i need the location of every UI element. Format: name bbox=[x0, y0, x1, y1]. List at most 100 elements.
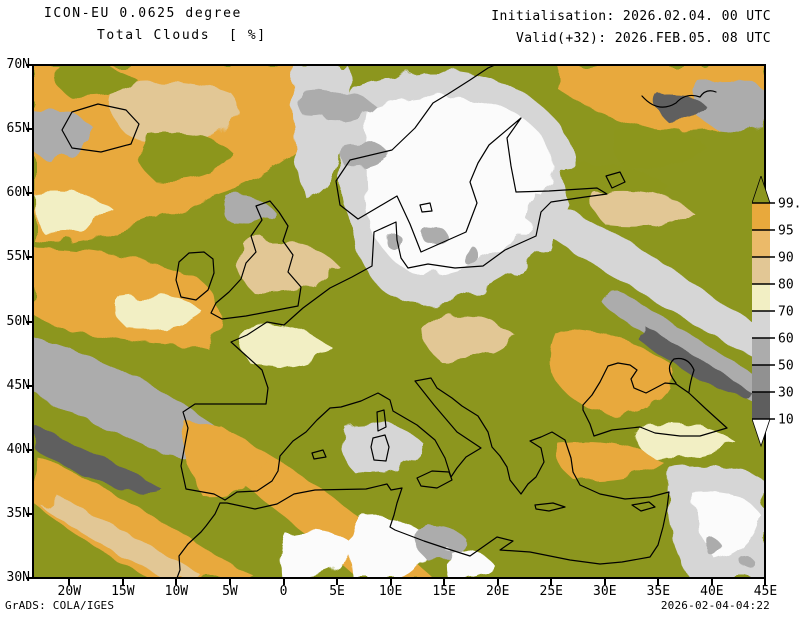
x-axis-label: 45E bbox=[753, 584, 778, 599]
coastline-sardinia bbox=[370, 434, 390, 462]
y-axis-tick bbox=[26, 64, 33, 66]
cloud-cover-colorbar: 99.5 95 90 80 70 60 50 30 10 bbox=[751, 174, 800, 454]
cloud-region bbox=[555, 441, 662, 480]
x-axis-tick bbox=[282, 578, 285, 585]
colorbar-top-triangle bbox=[751, 174, 771, 204]
x-axis-tick bbox=[657, 578, 660, 585]
y-axis-label: 30N bbox=[6, 570, 30, 585]
cloud-region bbox=[549, 329, 674, 416]
cloud-region bbox=[656, 94, 707, 121]
x-axis-tick bbox=[68, 578, 71, 585]
x-axis-label: 30E bbox=[593, 584, 617, 599]
colorbar-tick-label: 70 bbox=[778, 305, 794, 320]
cloud-region bbox=[43, 496, 202, 578]
variable-title: Total Clouds [ %] bbox=[97, 28, 267, 43]
x-axis-label: 0 bbox=[279, 584, 288, 599]
cloud-region bbox=[636, 423, 734, 457]
coastline-corsica bbox=[376, 409, 387, 432]
cloud-region bbox=[340, 141, 390, 168]
cloud-region bbox=[55, 65, 138, 98]
y-axis-label: 55N bbox=[6, 249, 30, 265]
y-axis-tick bbox=[26, 577, 33, 579]
y-axis-tick bbox=[26, 320, 33, 323]
cloud-region bbox=[350, 515, 430, 578]
x-axis-tick bbox=[710, 578, 713, 585]
cloud-region bbox=[526, 196, 765, 363]
cloud-region bbox=[184, 423, 266, 497]
x-axis-tick bbox=[550, 578, 553, 585]
cloud-region bbox=[693, 78, 765, 133]
x-axis-label: 15E bbox=[432, 584, 456, 599]
x-axis-label: 15W bbox=[111, 584, 135, 599]
y-axis-label: 65N bbox=[6, 121, 30, 137]
colorbar-tick-label: 95 bbox=[778, 224, 794, 239]
x-axis-tick bbox=[603, 578, 606, 585]
x-axis-tick bbox=[764, 578, 767, 585]
cloud-region bbox=[115, 295, 202, 329]
coastline-atlantic-baltic-scandinavia bbox=[180, 65, 608, 501]
x-axis-label: 20E bbox=[485, 584, 510, 599]
initialisation-text: Initialisation: 2026.02.04. 00 UTC bbox=[491, 9, 771, 24]
coastline-ireland bbox=[175, 251, 215, 301]
y-axis-label: 45N bbox=[6, 377, 30, 393]
x-axis-label: 10W bbox=[164, 584, 189, 599]
cloud-region bbox=[240, 326, 332, 368]
colorbar-tick-label: 90 bbox=[778, 251, 794, 266]
y-axis-tick bbox=[26, 384, 33, 387]
y-axis-tick bbox=[26, 448, 33, 451]
x-axis-label: 25E bbox=[539, 584, 563, 599]
y-axis-label: 40N bbox=[6, 441, 30, 457]
colorbar-tick-label: 60 bbox=[778, 332, 794, 347]
coastline-lake-ladoga bbox=[605, 171, 626, 189]
y-axis-tick bbox=[26, 192, 33, 195]
cloud-region bbox=[462, 247, 480, 265]
coastline-great-britain bbox=[210, 200, 302, 320]
x-axis-tick bbox=[121, 578, 124, 585]
cloud-region bbox=[109, 80, 240, 144]
coastline-cyprus bbox=[631, 501, 656, 512]
colorbar-segment bbox=[752, 365, 770, 392]
cloud-region bbox=[364, 96, 554, 277]
cloud-region bbox=[33, 428, 162, 493]
coastline-crete bbox=[534, 502, 566, 512]
cloud-region bbox=[638, 329, 752, 397]
y-axis-tick bbox=[26, 128, 33, 131]
x-axis-label: 5W bbox=[222, 584, 238, 599]
colorbar-svg: 99.5 95 90 80 70 60 50 30 10 bbox=[751, 174, 800, 448]
cloud-region bbox=[139, 132, 234, 181]
cloud-region bbox=[33, 453, 256, 578]
coastline-azov-sea bbox=[668, 357, 695, 393]
colorbar-tick-label: 99.5 bbox=[778, 197, 800, 212]
y-axis-label: 50N bbox=[6, 313, 30, 329]
coastline-iceland bbox=[61, 103, 140, 153]
x-axis-tick bbox=[175, 578, 178, 585]
cloud-region bbox=[223, 194, 274, 225]
coastline-mallorca bbox=[311, 449, 327, 460]
cloud-region bbox=[386, 233, 402, 249]
colorbar-tick-label: 50 bbox=[778, 359, 794, 374]
model-title: ICON-EU 0.0625 degree bbox=[44, 6, 242, 21]
x-axis-tick bbox=[228, 578, 231, 585]
cloud-region bbox=[237, 240, 337, 294]
valid-time-text: Valid(+32): 2026.FEB.05. 08 UTC bbox=[515, 31, 771, 46]
colorbar-segment bbox=[752, 257, 770, 284]
coastline-lake-vanern bbox=[419, 202, 433, 213]
x-axis-label: 20W bbox=[57, 584, 82, 599]
cloud-region bbox=[611, 125, 707, 170]
y-axis-label: 35N bbox=[6, 505, 30, 521]
colorbar-segment bbox=[752, 284, 770, 311]
x-axis-label: 40E bbox=[700, 584, 724, 599]
colorbar-segment bbox=[752, 230, 770, 257]
cloud-region bbox=[740, 555, 752, 567]
colorbar-segment bbox=[752, 392, 770, 419]
colorbar-tick-label: 10 bbox=[778, 413, 794, 428]
cloud-region bbox=[280, 530, 357, 578]
colorbar-tick-label: 80 bbox=[778, 278, 794, 293]
x-axis-label: 5E bbox=[329, 584, 345, 599]
grads-credit: GrADS: COLA/IGES bbox=[5, 599, 115, 612]
cloud-region bbox=[414, 524, 468, 559]
x-axis-tick bbox=[336, 578, 339, 585]
y-axis-tick bbox=[26, 512, 33, 515]
y-axis-tick bbox=[26, 256, 33, 259]
coastlines-layer bbox=[61, 65, 728, 578]
